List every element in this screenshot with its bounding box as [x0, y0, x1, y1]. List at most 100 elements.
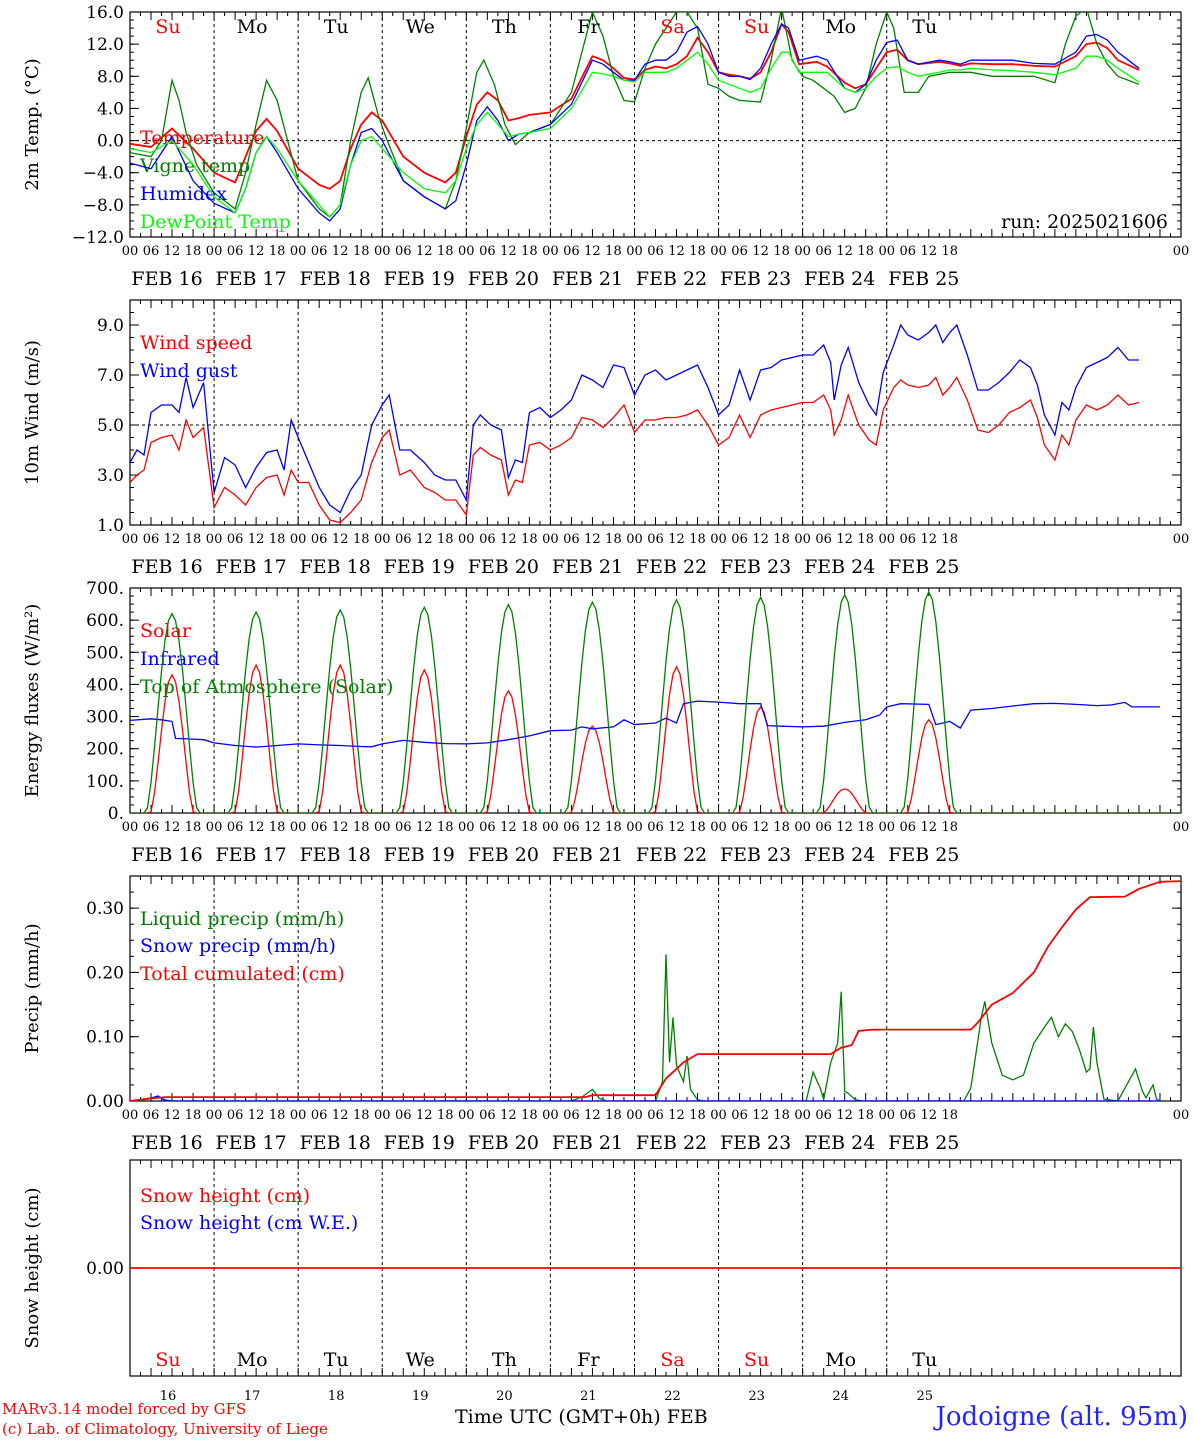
hour-label: 06 [395, 532, 412, 547]
date-label: FEB 23 [720, 556, 791, 578]
hour-label: 00 [878, 244, 895, 259]
day-number-label: 16 [160, 1389, 177, 1404]
hour-label: 06 [647, 820, 664, 835]
day-number-label: 24 [832, 1389, 849, 1404]
hour-label: 06 [395, 820, 412, 835]
hour-label: 00 [710, 532, 727, 547]
model-credit-line1: MARv3.14 model forced by GFS [2, 1400, 247, 1418]
y-tick-label: 0.00 [86, 1092, 124, 1112]
hour-label: 12 [752, 244, 769, 259]
series-line-solar [130, 663, 1181, 813]
hour-label: 00 [542, 244, 559, 259]
day-of-week-label: Sa [660, 1349, 684, 1371]
hour-label: 00 [794, 1108, 811, 1123]
hour-label: 06 [143, 532, 160, 547]
hour-label: 18 [521, 1108, 538, 1123]
date-label: FEB 24 [804, 844, 875, 866]
day-number-label: 25 [916, 1389, 933, 1404]
legend-entry: Humidex [140, 183, 227, 205]
hour-label: 06 [731, 532, 748, 547]
hour-label: 18 [185, 532, 202, 547]
panel-frame [129, 299, 1182, 526]
y-tick-label: 5.0 [97, 416, 124, 436]
hour-label: 06 [647, 244, 664, 259]
day-number-label: 19 [412, 1389, 429, 1404]
date-label: FEB 18 [300, 556, 371, 578]
hour-label: 06 [311, 244, 328, 259]
hour-label: 06 [647, 1108, 664, 1123]
hour-label: 00 [794, 244, 811, 259]
hour-label: 06 [731, 820, 748, 835]
hour-label: 00 [1173, 1108, 1190, 1123]
y-axis-label: Energy fluxes (W/m²) [22, 604, 43, 798]
y-tick-label: 16.0 [86, 3, 124, 23]
hour-label: 06 [143, 820, 160, 835]
series-line-top-of-atmosphere-solar- [130, 590, 1181, 813]
day-of-week-label: Mo [237, 16, 268, 38]
hour-label: 12 [920, 820, 937, 835]
panel-5: 0.00 Snow height (cm) Snow height (cm) Snow… [22, 1159, 1182, 1377]
hour-label: 12 [752, 532, 769, 547]
hour-label: 00 [206, 1108, 223, 1123]
hour-label: 12 [332, 244, 349, 259]
date-label: FEB 18 [300, 268, 371, 290]
date-label: FEB 22 [636, 556, 707, 578]
y-tick-label: 0.30 [86, 899, 124, 919]
y-tick-label: 4.0 [97, 99, 124, 119]
hour-label: 12 [584, 1108, 601, 1123]
hour-label: 06 [899, 532, 916, 547]
hour-label: 18 [773, 820, 790, 835]
hour-label: 12 [416, 244, 433, 259]
hour-label: 06 [815, 820, 832, 835]
hour-label: 18 [773, 532, 790, 547]
x-axis-title: Time UTC (GMT+0h) FEB [455, 1406, 708, 1428]
day-of-week-label: Su [155, 16, 180, 38]
date-label: FEB 23 [720, 844, 791, 866]
hour-label: 12 [752, 1108, 769, 1123]
series-line-dewpoint-temp [130, 51, 1140, 218]
day-of-week-label: Fr [577, 1349, 600, 1371]
hour-label: 12 [668, 532, 685, 547]
hour-label: 12 [164, 820, 181, 835]
hour-label: 12 [164, 1108, 181, 1123]
hour-label: 18 [689, 244, 706, 259]
y-tick-label: 7.0 [97, 366, 124, 386]
date-label: FEB 25 [888, 844, 959, 866]
hour-label: 00 [458, 244, 475, 259]
hour-label: 18 [521, 532, 538, 547]
y-tick-label: 100. [86, 772, 124, 792]
hour-label: 18 [857, 244, 874, 259]
hour-label: 00 [374, 244, 391, 259]
hour-label: 18 [269, 532, 286, 547]
day-number-label: 23 [748, 1389, 765, 1404]
hour-label: 00 [626, 532, 643, 547]
y-tick-label: 300. [86, 708, 124, 728]
day-of-week-label: Su [155, 1349, 180, 1371]
date-label: FEB 17 [216, 268, 287, 290]
series-line-wind-gust [130, 323, 1139, 514]
hour-label: 06 [227, 532, 244, 547]
hour-label: 12 [332, 820, 349, 835]
hour-label: 00 [374, 820, 391, 835]
hour-label: 12 [332, 1108, 349, 1123]
day-of-week-label: Sa [660, 16, 684, 38]
hour-label: 06 [395, 1108, 412, 1123]
hour-label: 00 [458, 1108, 475, 1123]
series-line-total-cumulated-cm- [130, 880, 1181, 1101]
hour-label: 06 [143, 1108, 160, 1123]
hour-label: 18 [353, 820, 370, 835]
y-tick-label: −12.0 [72, 228, 124, 248]
hour-label: 18 [437, 820, 454, 835]
hour-label: 06 [479, 820, 496, 835]
hour-label: 12 [416, 820, 433, 835]
hour-label: 06 [899, 1108, 916, 1123]
hour-label: 00 [206, 244, 223, 259]
y-tick-label: 9.0 [97, 316, 124, 336]
y-tick-label: 0.10 [86, 1028, 124, 1048]
hour-label: 06 [479, 532, 496, 547]
hour-label: 06 [647, 532, 664, 547]
hour-label: 06 [311, 820, 328, 835]
date-label: FEB 24 [804, 268, 875, 290]
hour-label: 18 [773, 244, 790, 259]
legend-entry: DewPoint Temp [140, 211, 291, 233]
